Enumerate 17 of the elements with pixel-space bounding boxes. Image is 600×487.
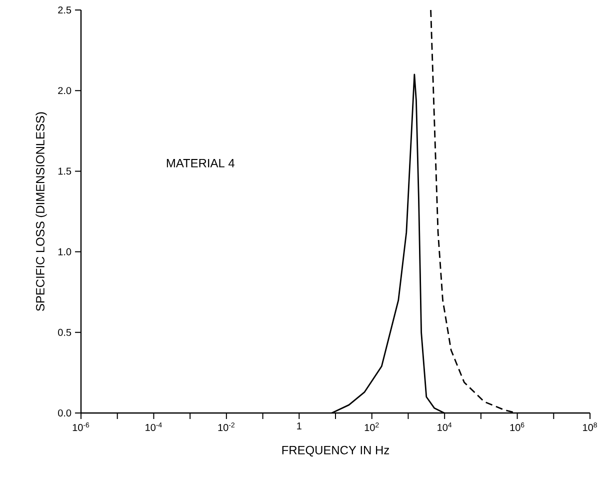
y-tick-label: 2.5: [58, 6, 72, 14]
y-tick-label: 0.0: [58, 409, 72, 417]
y-tick-label: 2.0: [58, 87, 72, 94]
annotation: MATERIAL 4: [166, 159, 234, 168]
x-tick-label: 10$^{4}$: [438, 422, 452, 432]
x-tick-label: 10$^{8}$: [583, 422, 597, 432]
x-tick-label: 10$^{-2}$: [218, 422, 234, 432]
y-axis-title: SPECIFIC LOSS (DIMENSIONLESS): [36, 112, 47, 311]
x-tick-label: 1: [297, 422, 302, 430]
x-tick-label: 10$^{6}$: [510, 422, 524, 432]
y-tick-label: 1.0: [58, 248, 72, 256]
y-tick-label: 1.5: [58, 168, 72, 175]
y-tick-label: 0.5: [58, 328, 72, 336]
x-axis-title: FREQUENCY IN Hz: [282, 446, 390, 457]
x-tick-label: 10$^{-4}$: [146, 422, 162, 432]
x-tick-label: 10$^{-6}$: [72, 422, 90, 432]
x-tick-label: 10$^{2}$: [364, 422, 379, 432]
